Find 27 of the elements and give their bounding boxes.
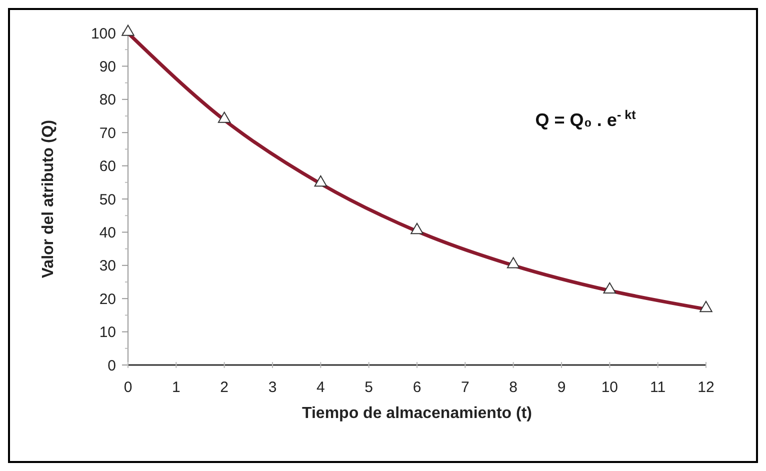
x-tick-label: 7 [460, 379, 470, 396]
y-tick-label: 90 [99, 58, 116, 76]
x-tick-label: 4 [316, 379, 325, 396]
x-tick-label: 1 [172, 379, 180, 396]
y-tick-label: 20 [99, 290, 116, 308]
y-tick-label: 0 [108, 357, 116, 374]
x-axis-title: Tiempo de almacenamiento (t) [302, 405, 532, 422]
y-tick-label: 50 [99, 191, 116, 208]
x-tick-label: 11 [650, 379, 666, 396]
x-tick-label: 9 [557, 379, 566, 396]
y-tick-label: 100 [90, 25, 116, 42]
y-tick-label: 10 [99, 324, 116, 342]
y-tick-label: 40 [99, 224, 116, 242]
y-tick-label: 60 [99, 158, 116, 176]
y-tick-label: 70 [99, 124, 116, 142]
x-tick-label: 12 [698, 379, 714, 396]
y-tick-label: 80 [99, 92, 116, 109]
y-axis-title: Valor del atributo (Q) [40, 120, 57, 278]
x-tick-label: 2 [220, 379, 229, 396]
x-tick-label: 10 [601, 379, 618, 396]
x-tick-label: 8 [509, 379, 518, 396]
x-tick-label: 5 [364, 379, 374, 396]
x-tick-label: 6 [412, 379, 422, 396]
annotation: Q = Q₀ . e$^{- kt}$ [535, 108, 637, 130]
x-tick-label: 3 [268, 379, 277, 396]
y-tick-label: 30 [99, 258, 116, 275]
x-tick-label: 0 [124, 379, 132, 396]
